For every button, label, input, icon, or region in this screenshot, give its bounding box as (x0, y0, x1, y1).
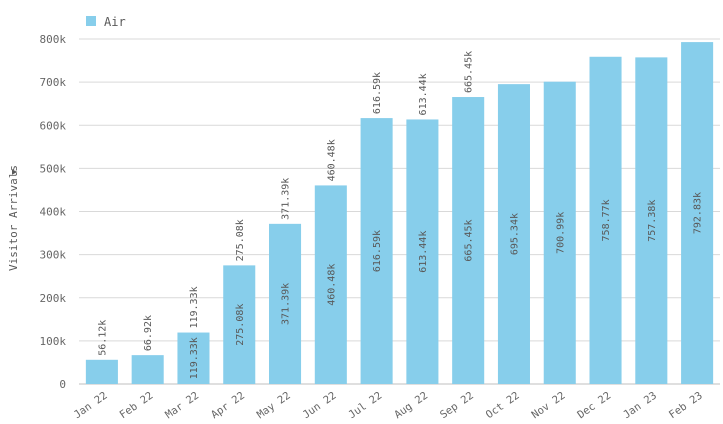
data-label-inside: 371.39k (281, 283, 292, 325)
y-tick-label: 800k (40, 33, 67, 46)
y-axis: 0 100k 200k 300k 400k 500k 600k 700k 800k (40, 33, 67, 391)
x-tick-label: Jul 22 (346, 390, 384, 422)
x-tick-label: Aug 22 (392, 390, 430, 422)
x-tick-label: Nov 22 (530, 390, 568, 422)
bar[interactable] (131, 355, 164, 384)
data-label-outside: 613.44k (418, 73, 429, 115)
y-axis-title[interactable]: Visitor Arrivals ▼ (7, 165, 20, 271)
bar[interactable] (406, 119, 439, 384)
data-label-outside: 56.12k (97, 320, 108, 356)
data-label-inside: 665.45k (464, 219, 475, 261)
bar[interactable] (314, 185, 347, 384)
x-tick-label: May 22 (255, 390, 293, 422)
y-tick-label: 700k (40, 76, 67, 89)
x-tick-label: Apr 22 (209, 390, 247, 422)
legend-swatch-air[interactable] (86, 16, 96, 26)
data-label-inside: 275.08k (235, 304, 246, 346)
data-label-inside: 119.33k (189, 337, 200, 379)
data-label-inside: 460.48k (326, 264, 337, 306)
y-tick-label: 0 (59, 378, 66, 391)
y-tick-label: 100k (40, 335, 67, 348)
legend[interactable]: Air (86, 15, 126, 29)
data-label-outside: 665.45k (464, 51, 475, 93)
bar[interactable] (177, 332, 210, 384)
x-tick-label: Feb 23 (667, 390, 705, 422)
data-label-outside: 119.33k (189, 286, 200, 328)
data-label-inside: 613.44k (418, 231, 429, 273)
legend-label-air[interactable]: Air (104, 15, 126, 29)
y-tick-label: 500k (40, 162, 67, 175)
y-tick-label: 400k (40, 206, 67, 219)
x-tick-label: Dec 22 (575, 390, 613, 422)
bar[interactable] (635, 57, 668, 384)
bar-series-air: 56.12k 66.92k 119.33k 119.33k 275.08k 275.08k… (85, 42, 714, 385)
x-axis: Jan 22 Feb 22 Mar 22 Apr 22 May 22 Jun 22 Jul … (72, 390, 705, 422)
data-label-outside: 616.59k (372, 72, 383, 114)
bar[interactable] (85, 359, 118, 384)
x-tick-label: Oct 22 (484, 390, 522, 422)
bar[interactable] (589, 56, 622, 385)
data-label-outside: 66.92k (143, 315, 154, 351)
bar[interactable] (497, 84, 530, 384)
bar[interactable] (269, 223, 302, 384)
data-label-outside: 460.48k (326, 139, 337, 181)
y-axis-label[interactable]: Visitor Arrivals (7, 165, 20, 271)
bar[interactable] (681, 42, 714, 384)
y-axis-dropdown-icon[interactable]: ▼ (10, 169, 20, 175)
bar[interactable] (543, 81, 576, 384)
data-label-inside: 792.83k (693, 192, 704, 234)
data-label-inside: 757.38k (647, 200, 658, 242)
bar[interactable] (223, 265, 256, 384)
x-tick-label: Mar 22 (163, 390, 201, 422)
data-label-inside: 700.99k (555, 212, 566, 254)
x-tick-label: Jan 22 (72, 390, 110, 422)
bar[interactable] (452, 97, 485, 384)
x-tick-label: Feb 22 (117, 390, 155, 422)
y-tick-label: 300k (40, 249, 67, 262)
x-tick-label: Sep 22 (438, 390, 476, 422)
data-label-inside: 695.34k (509, 213, 520, 255)
data-label-outside: 275.08k (235, 219, 246, 261)
bar[interactable] (360, 118, 393, 384)
y-tick-label: 200k (40, 292, 67, 305)
data-label-outside: 371.39k (281, 178, 292, 220)
x-tick-label: Jan 23 (621, 390, 659, 422)
y-tick-label: 600k (40, 119, 67, 132)
data-label-inside: 758.77k (601, 199, 612, 241)
data-label-inside: 616.59k (372, 230, 383, 272)
gridlines (79, 38, 720, 385)
x-tick-label: Jun 22 (301, 390, 339, 422)
